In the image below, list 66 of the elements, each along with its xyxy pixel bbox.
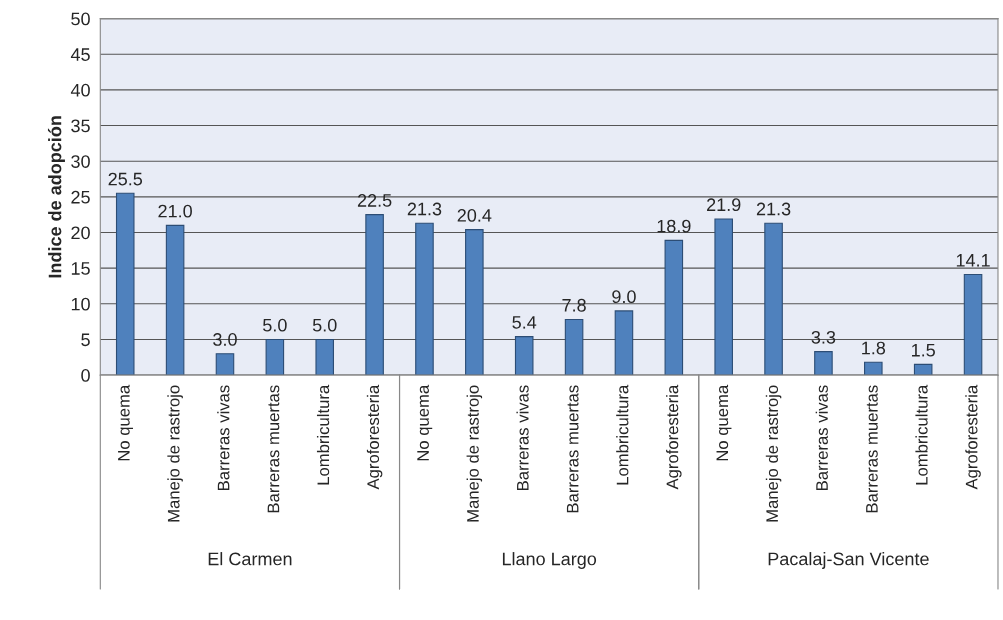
bar bbox=[315, 338, 335, 376]
y-tick-label: 10 bbox=[71, 297, 90, 311]
y-tick-label: 50 bbox=[71, 12, 90, 26]
x-tick-label: No quema bbox=[118, 384, 133, 461]
x-tick-label: No quema bbox=[716, 384, 732, 461]
data-label: 22.5 bbox=[357, 194, 392, 207]
data-label: 1.8 bbox=[862, 341, 886, 355]
data-label: 14.1 bbox=[956, 254, 990, 267]
bar bbox=[814, 351, 833, 376]
x-tick-label: Manejo de rastrojo bbox=[765, 385, 782, 522]
bar bbox=[365, 214, 384, 376]
data-label: 21.3 bbox=[756, 202, 791, 216]
y-tick-label: 45 bbox=[70, 48, 90, 61]
x-tick-label: Barreras vivas bbox=[217, 385, 230, 490]
bar bbox=[115, 192, 135, 376]
y-tick-label: 5 bbox=[81, 333, 90, 347]
bar bbox=[714, 218, 733, 376]
bar bbox=[415, 222, 434, 376]
y-tick-label: 0 bbox=[81, 369, 90, 382]
x-tick-label: Manejo de rastrojo bbox=[167, 385, 183, 522]
data-label: 20.4 bbox=[457, 209, 492, 222]
y-tick-label: 30 bbox=[71, 155, 90, 168]
x-tick-label: Lombricultura bbox=[316, 384, 330, 485]
x-tick-label: Manejo de rastrojo bbox=[466, 385, 483, 522]
x-tick-label: Barreras muertas bbox=[267, 385, 280, 513]
y-tick-label: 40 bbox=[70, 83, 90, 97]
data-label: 21.0 bbox=[158, 204, 192, 218]
x-tick-label: Agroforesteria bbox=[666, 384, 682, 490]
bar bbox=[215, 353, 235, 376]
bar bbox=[963, 274, 983, 376]
bar bbox=[913, 363, 933, 376]
text: Llano Largo bbox=[502, 552, 597, 569]
data-label: 5.0 bbox=[263, 318, 287, 332]
y-tick-label: 35 bbox=[71, 119, 90, 133]
y-tick-label: 15 bbox=[71, 262, 90, 275]
x-tick-label: Agroforesteria bbox=[965, 384, 981, 490]
bar bbox=[614, 310, 634, 376]
y-tick-label: 20 bbox=[71, 226, 90, 240]
x-tick-label: No quema bbox=[417, 384, 433, 461]
data-label: 18.9 bbox=[657, 219, 691, 233]
data-label: 5.4 bbox=[512, 316, 537, 329]
bar bbox=[664, 239, 684, 376]
data-label: 5.0 bbox=[312, 318, 337, 332]
data-label: 25.5 bbox=[108, 172, 143, 186]
data-label: 1.5 bbox=[912, 343, 935, 357]
x-tick-label: Barreras vivas bbox=[815, 385, 828, 490]
data-label: 9.0 bbox=[612, 290, 636, 304]
data-label: 21.9 bbox=[707, 198, 741, 212]
bar bbox=[864, 361, 883, 376]
x-tick-label: Lombricultura bbox=[915, 384, 928, 485]
bar bbox=[265, 338, 285, 376]
text: Pacalaj-San Vicente bbox=[768, 552, 929, 569]
y-tick-label: 25 bbox=[71, 190, 90, 204]
x-tick-label: Agroforesteria bbox=[366, 384, 383, 490]
x-tick-label: Barreras muertas bbox=[866, 385, 878, 513]
bar bbox=[564, 318, 584, 376]
x-tick-label: Lombricultura bbox=[616, 384, 629, 485]
x-tick-label: Barreras vivas bbox=[516, 385, 529, 490]
bar bbox=[514, 336, 534, 376]
bar bbox=[764, 222, 783, 376]
x-tick-label: Barreras muertas bbox=[566, 385, 579, 513]
bar bbox=[165, 224, 185, 376]
text: El Carmen bbox=[208, 552, 292, 566]
y-axis-title: Indice de adopción bbox=[47, 116, 65, 278]
data-label: 21.3 bbox=[407, 202, 442, 216]
bar bbox=[465, 229, 484, 376]
